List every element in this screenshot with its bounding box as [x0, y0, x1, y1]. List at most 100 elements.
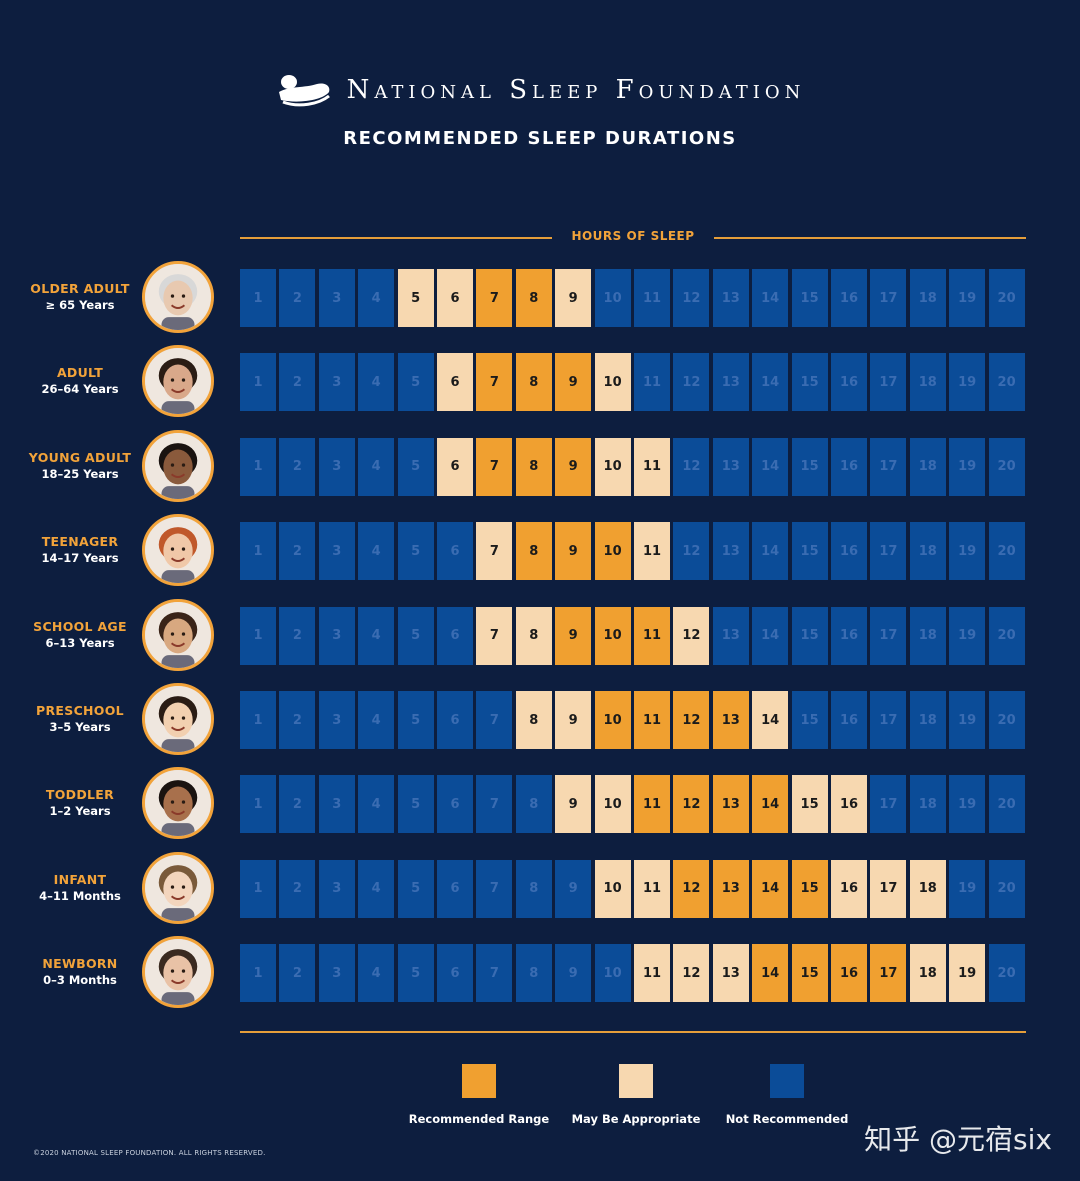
- hour-cell-may: 5: [397, 269, 434, 327]
- hour-cell-not: 11: [634, 353, 670, 412]
- hour-cell-not: 20: [988, 353, 1025, 412]
- hour-cell-not: 12: [673, 269, 710, 327]
- hour-cell-not: 18: [909, 269, 946, 327]
- hour-cell-may: 7: [476, 606, 513, 665]
- hour-cell-rec: 9: [555, 606, 592, 665]
- hour-cell-may: 9: [555, 691, 592, 749]
- legend-swatch-recommended: [462, 1064, 496, 1098]
- hour-cell-not: 3: [318, 859, 355, 918]
- hour-cell-not: 4: [358, 269, 395, 327]
- hour-cell-may: 11: [634, 522, 670, 581]
- group-age-range: 1–2 Years: [49, 804, 111, 819]
- hour-cells: 1 2 3 4 5 6 7 8 9 10 11 12 13 14 15 16 17 18 19 20: [240, 437, 1030, 496]
- watermark: 知乎 @元宿six: [864, 1123, 1052, 1156]
- hour-cell-may: 16: [831, 775, 867, 834]
- hour-cell-rec: 15: [791, 859, 828, 918]
- hour-cell-may: 9: [555, 269, 592, 327]
- hour-cell-not: 13: [712, 353, 749, 412]
- hour-cell-may: 10: [594, 353, 631, 412]
- hour-cell-may: 11: [634, 859, 670, 918]
- newborn-portrait: [142, 936, 214, 1009]
- hour-cell-not: 4: [358, 775, 395, 834]
- hour-cell-may: 17: [870, 859, 907, 918]
- hour-cell-not: 8: [515, 859, 552, 918]
- hour-cell-rec: 11: [634, 775, 670, 834]
- hour-cell-rec: 9: [555, 437, 592, 496]
- hour-cell-not: 12: [673, 353, 710, 412]
- hour-cell-not: 4: [358, 691, 395, 749]
- group-age-range: ≥ 65 Years: [45, 298, 115, 312]
- group-name: SCHOOL AGE: [33, 618, 127, 634]
- group-age-range: 4–11 Months: [39, 888, 121, 903]
- hour-cell-not: 2: [279, 775, 316, 834]
- hour-cell-not: 1: [240, 269, 276, 327]
- hour-cell-not: 3: [318, 606, 355, 665]
- hour-cell-not: 14: [752, 353, 789, 412]
- adult-portrait: [142, 345, 214, 418]
- hour-cell-rec: 8: [515, 437, 552, 496]
- hour-cell-not: 18: [909, 353, 946, 412]
- hour-cell-may: 11: [634, 437, 670, 496]
- hour-cell-not: 5: [397, 859, 434, 918]
- hour-cell-not: 1: [240, 691, 276, 749]
- hour-cell-not: 17: [870, 522, 907, 581]
- preschool-portrait: [142, 683, 214, 755]
- group-label: YOUNG ADULT 18–25 Years: [14, 450, 146, 481]
- hour-cell-not: 18: [909, 691, 946, 749]
- group-label: INFANT 4–11 Months: [14, 872, 146, 903]
- chart-row: INFANT 4–11 Months 1 2 3 4 5 6 7 8 9 10 11 12 13 14 15 16…: [0, 851, 1080, 924]
- copyright: ©2020 NATIONAL SLEEP FOUNDATION. ALL RIG…: [33, 1149, 266, 1157]
- hour-cell-not: 14: [752, 437, 789, 496]
- hour-cell-may: 6: [437, 353, 473, 412]
- hour-cell-not: 14: [752, 522, 789, 581]
- hour-cell-not: 20: [988, 691, 1025, 749]
- hour-cell-not: 7: [476, 859, 513, 918]
- header: National Sleep Foundation RECOMMENDED SL…: [0, 70, 1080, 149]
- hour-cell-not: 17: [870, 775, 907, 834]
- hour-cell-not: 18: [909, 606, 946, 665]
- hour-cell-not: 3: [318, 269, 355, 327]
- hour-cell-rec: 9: [555, 522, 592, 581]
- chart-row: TODDLER 1–2 Years 1 2 3 4 5 6 7 8 9 10 11 12 13 14 15 16 1…: [0, 767, 1080, 840]
- hour-cells: 1 2 3 4 5 6 7 8 9 10 11 12 13 14 15 16 17 18 19 20: [240, 522, 1030, 581]
- group-name: NEWBORN: [42, 956, 118, 972]
- group-label: ADULT 26–64 Years: [14, 365, 146, 396]
- hour-cell-not: 3: [318, 944, 355, 1003]
- hour-cell-not: 1: [240, 775, 276, 834]
- hour-cell-not: 8: [515, 944, 552, 1003]
- group-age-range: 3–5 Years: [49, 720, 111, 734]
- hour-cell-not: 16: [831, 691, 867, 749]
- hour-cell-not: 2: [279, 269, 316, 327]
- hour-cell-not: 3: [318, 522, 355, 581]
- hour-cell-not: 17: [870, 691, 907, 749]
- hour-cell-rec: 12: [673, 691, 710, 749]
- legend-swatch-not: [770, 1064, 804, 1098]
- hour-cell-not: 14: [752, 606, 789, 665]
- hour-cell-not: 4: [358, 944, 395, 1003]
- hour-cell-not: 15: [791, 522, 828, 581]
- hour-cell-not: 5: [397, 353, 434, 412]
- hour-cell-not: 12: [673, 522, 710, 581]
- hour-cell-may: 9: [555, 775, 592, 834]
- hour-cell-may: 7: [476, 522, 513, 581]
- toddler-portrait: [142, 767, 214, 840]
- hour-cell-not: 1: [240, 437, 276, 496]
- hour-cell-not: 18: [909, 437, 946, 496]
- hour-cell-not: 2: [279, 944, 316, 1003]
- hour-cell-rec: 13: [712, 691, 749, 749]
- group-label: OLDER ADULT ≥ 65 Years: [14, 281, 146, 312]
- hour-cell-not: 5: [397, 522, 434, 581]
- hour-cell-not: 6: [437, 944, 473, 1003]
- hour-cell-may: 8: [515, 691, 552, 749]
- hour-cell-not: 15: [791, 606, 828, 665]
- hour-cells: 1 2 3 4 5 6 7 8 9 10 11 12 13 14 15 16 17 18 19 20: [240, 859, 1030, 918]
- hour-cell-not: 2: [279, 353, 316, 412]
- chart-row: NEWBORN 0–3 Months 1 2 3 4 5 6 7 8 9 10 11 12 13 14 15 16…: [0, 936, 1080, 1009]
- hour-cell-not: 17: [870, 606, 907, 665]
- hour-cell-rec: 7: [476, 269, 513, 327]
- hour-cell-not: 13: [712, 606, 749, 665]
- hour-cell-not: 19: [949, 775, 986, 834]
- hour-cell-not: 2: [279, 606, 316, 665]
- hour-cell-not: 19: [949, 353, 986, 412]
- group-label: NEWBORN 0–3 Months: [14, 956, 146, 987]
